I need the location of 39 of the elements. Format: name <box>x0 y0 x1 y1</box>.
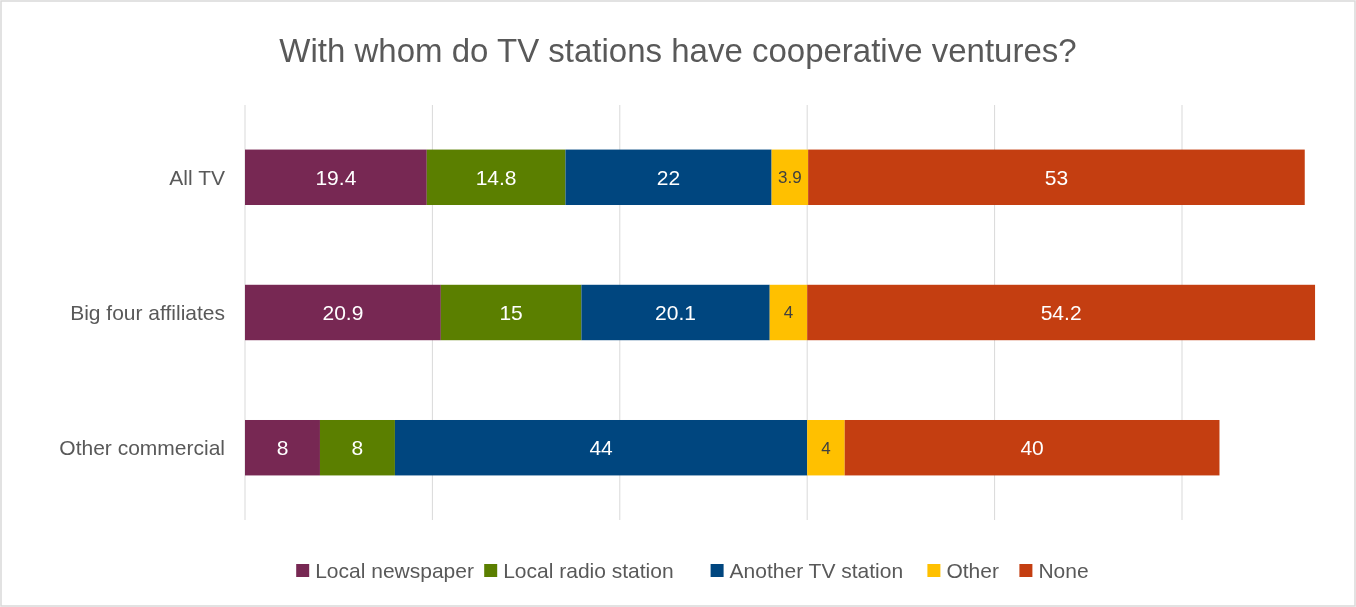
bar <box>769 284 808 341</box>
bar <box>245 420 320 476</box>
data-label: 53 <box>1044 165 1069 189</box>
y-tick-label: Other commercial <box>59 436 225 460</box>
legend-label: Local newspaper <box>315 559 474 583</box>
bar <box>426 149 566 205</box>
data-label: 40 <box>1020 436 1044 460</box>
data-label: 14.8 <box>475 165 517 189</box>
data-label: 22 <box>656 165 681 189</box>
legend-label: Other <box>946 559 999 583</box>
data-label: 8 <box>351 436 364 460</box>
data-label: 4 <box>821 438 831 458</box>
bar <box>844 420 1220 476</box>
bar <box>565 149 772 205</box>
data-label: 20.9 <box>322 300 364 324</box>
bar <box>319 420 395 476</box>
bar <box>394 420 808 476</box>
bar <box>581 284 770 341</box>
data-label: 15 <box>499 300 523 324</box>
data-label: 20.1 <box>655 300 696 324</box>
chart-title: With whom do TV stations have cooperative ventures? <box>279 32 1077 69</box>
bar <box>245 149 427 205</box>
bar <box>440 284 582 341</box>
data-label: 8 <box>276 436 289 460</box>
legend-label: Local radio station <box>503 559 674 583</box>
bar <box>807 284 1316 341</box>
legend-label: Another TV station <box>729 559 904 583</box>
data-label: 44 <box>589 436 614 460</box>
bar <box>245 284 441 341</box>
data-label: 19.4 <box>315 165 357 189</box>
data-label: 54.2 <box>1040 300 1082 324</box>
bar <box>771 149 809 205</box>
y-tick-label: All TV <box>169 165 225 189</box>
legend-label: None <box>1038 559 1089 583</box>
bar <box>808 149 1305 205</box>
data-label: 3.9 <box>778 168 802 188</box>
y-tick-label: Big four affiliates <box>70 300 225 324</box>
bar <box>807 420 845 476</box>
data-label: 4 <box>783 303 794 323</box>
